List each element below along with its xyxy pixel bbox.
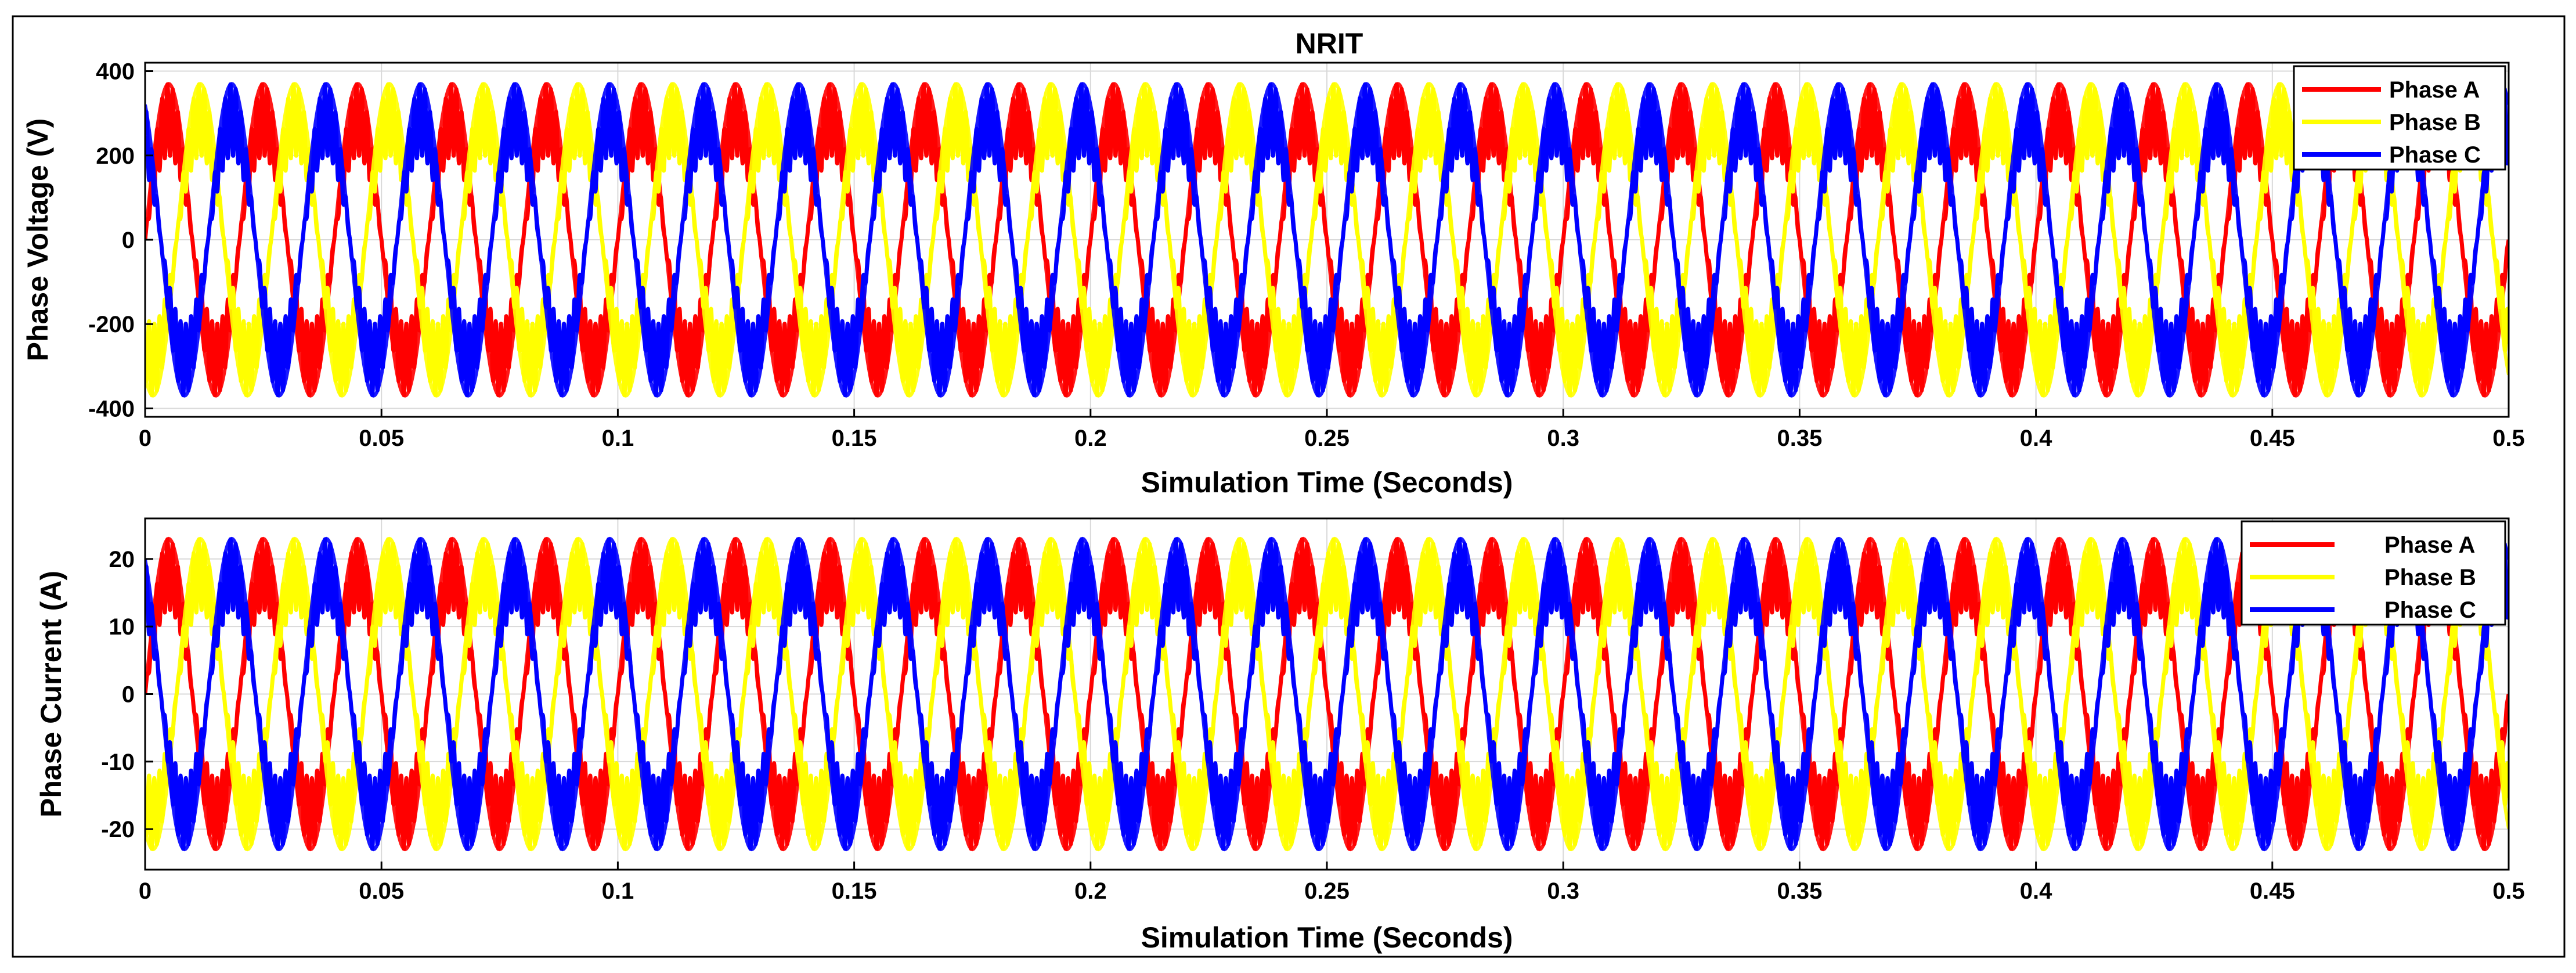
y-tick-label-4: -400 — [88, 396, 135, 421]
current-legend: Phase A Phase B Phase C — [2241, 520, 2506, 626]
x-tick-label-1: 0.05 — [359, 426, 404, 451]
series-envelope-phase-c — [145, 536, 2509, 852]
x-tick-label-3: 0.15 — [832, 878, 877, 904]
x-tick-label-0: 0 — [139, 426, 151, 451]
legend-label-phase-a: Phase A — [2384, 532, 2475, 558]
x-tick-label-9: 0.45 — [2250, 878, 2295, 904]
x-tick-label-3: 0.15 — [832, 426, 877, 451]
series-envelope-phase-a — [145, 82, 2509, 398]
x-tick-label-8: 0.4 — [2020, 878, 2052, 904]
x-tick-label-6: 0.3 — [1547, 878, 1579, 904]
x-tick-label-9: 0.45 — [2250, 426, 2295, 451]
voltage-x-axis-label: Simulation Time (Seconds) — [1141, 466, 1513, 499]
x-tick-label-5: 0.25 — [1304, 878, 1350, 904]
series-envelope-phase-a — [145, 536, 2509, 852]
x-tick-label-0: 0 — [139, 878, 151, 904]
y-tick-label-1: 10 — [109, 614, 135, 640]
x-tick-label-10: 0.5 — [2492, 878, 2525, 904]
current-y-ticks: 20 10 0 -10 -20 — [101, 547, 153, 842]
y-tick-label-0: 400 — [96, 59, 135, 85]
x-tick-label-4: 0.2 — [1074, 878, 1107, 904]
voltage-legend: Phase A Phase B Phase C — [2293, 65, 2506, 171]
x-tick-label-4: 0.2 — [1074, 426, 1107, 451]
x-tick-label-1: 0.05 — [359, 878, 404, 904]
series-envelope-phase-c — [145, 82, 2509, 398]
x-tick-label-8: 0.4 — [2020, 426, 2052, 451]
figure-border — [12, 15, 2566, 958]
legend-label-phase-c: Phase C — [2389, 142, 2481, 168]
x-tick-label-7: 0.35 — [1777, 878, 1822, 904]
x-tick-label-10: 0.5 — [2492, 426, 2525, 451]
y-tick-label-4: -20 — [101, 817, 135, 842]
x-tick-label-7: 0.35 — [1777, 426, 1822, 451]
current-y-axis-label: Phase Current (A) — [35, 571, 67, 817]
voltage-y-ticks: 400 200 0 -200 -400 — [88, 59, 153, 421]
current-x-ticks: 0 0.05 0.1 0.15 0.2 0.25 0.3 0.35 0.4 0.45 0.5 — [139, 862, 2525, 904]
y-tick-label-2: 0 — [122, 228, 135, 253]
y-tick-label-0: 20 — [109, 547, 135, 572]
voltage-x-ticks: 0 0.05 0.1 0.15 0.2 0.25 0.3 0.35 0.4 0.45 0.5 — [139, 409, 2525, 451]
legend-label-phase-a: Phase A — [2389, 77, 2480, 103]
y-tick-label-2: 0 — [122, 682, 135, 708]
y-tick-label-3: -200 — [88, 312, 135, 337]
current-plot-area — [145, 536, 2509, 852]
series-envelope-phase-b — [145, 82, 2509, 398]
legend-label-phase-b: Phase B — [2384, 565, 2476, 590]
y-tick-label-1: 200 — [96, 143, 135, 169]
x-tick-label-2: 0.1 — [602, 878, 634, 904]
legend-label-phase-b: Phase B — [2389, 110, 2481, 135]
series-envelope-phase-b — [145, 536, 2509, 852]
y-tick-label-3: -10 — [101, 749, 135, 775]
current-chart: 0 0.05 0.1 0.15 0.2 0.25 0.3 0.35 0.4 0.45 0.5 20 1… — [35, 517, 2525, 954]
voltage-y-axis-label: Phase Voltage (V) — [21, 118, 54, 362]
x-tick-label-6: 0.3 — [1547, 426, 1579, 451]
chart-title: NRIT — [1296, 27, 1363, 60]
current-x-axis-label: Simulation Time (Seconds) — [1141, 921, 1513, 954]
x-tick-label-2: 0.1 — [602, 426, 634, 451]
voltage-plot-area — [145, 82, 2509, 398]
voltage-chart: NRIT 0 0.05 0.1 0.15 0.2 0.25 0.3 0.35 0.4 0.45 0.… — [21, 27, 2525, 499]
x-tick-label-5: 0.25 — [1304, 426, 1350, 451]
legend-label-phase-c: Phase C — [2384, 597, 2476, 623]
